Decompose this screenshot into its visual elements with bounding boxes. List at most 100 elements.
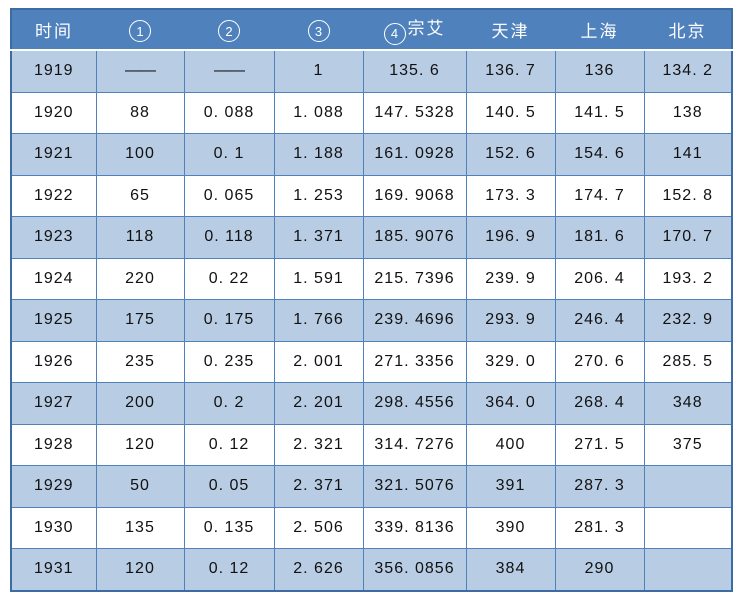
column-header: 时间 [11,9,96,51]
value-cell: 391 [465,465,556,508]
circled-number-icon: 1 [129,20,151,43]
value-cell: 375 [643,423,733,466]
table-row: 1926 235 0. 235 2. 001 271. 3356 329. 0 270. 6… [10,340,733,383]
value-cell: 348 [643,382,733,425]
value-cell: 173. 3 [465,174,556,217]
value-cell: 384 [465,548,556,591]
column-header: 2 [184,9,274,51]
table-header-row: 时间 1 2 3 4 宗艾 天津 上海 北京 [11,9,732,51]
year-cell: 1927 [10,382,97,425]
value-cell: 329. 0 [465,340,556,383]
value-cell: 136 [554,49,645,93]
value-cell: 1. 253 [273,174,364,217]
value-cell: 100 [95,133,185,176]
value-cell: 169. 9068 [362,174,467,217]
value-cell: 193. 2 [643,257,733,300]
circled-number-icon: 4 [383,22,406,45]
value-cell: 0. 065 [183,174,275,217]
value-cell: 1. 766 [273,299,364,342]
year-cell: 1922 [10,174,97,217]
value-cell: —— [183,49,275,93]
column-header-label: 天津 [491,22,530,41]
value-cell: 140. 5 [465,91,556,134]
year-cell: 1919 [10,49,97,93]
value-cell: 246. 4 [554,299,645,342]
value-cell: 174. 7 [554,174,645,217]
circled-number-icon: 3 [307,20,330,43]
year-cell: 1930 [10,506,97,549]
table-row: 1928 120 0. 12 2. 321 314. 7276 400 271. 5 375 [10,423,733,466]
value-cell: 65 [95,174,185,217]
value-cell: 2. 201 [273,382,364,425]
value-cell: 400 [465,423,556,466]
column-header-label: 时间 [35,22,73,41]
value-cell: 390 [465,506,556,549]
year-cell: 1920 [10,91,97,134]
year-cell: 1924 [10,257,97,300]
value-cell: 141 [643,133,733,176]
value-cell: 141. 5 [554,91,645,134]
value-cell: 138 [643,91,733,134]
value-cell: 287. 3 [554,465,645,508]
value-cell: 281. 3 [554,506,645,549]
value-cell: 88 [95,91,185,134]
value-cell: 1. 371 [273,216,364,259]
value-cell: 270. 6 [554,340,645,383]
value-cell: 321. 5076 [362,465,467,508]
value-cell: 135. 6 [362,49,467,93]
value-cell: 339. 8136 [362,506,467,549]
value-cell: —— [95,49,185,93]
value-cell: 0. 1 [183,133,275,176]
year-cell: 1931 [10,548,97,591]
document-table-container: 时间 1 2 3 4 宗艾 天津 上海 北京 1919 —— —— 1 135. 6 136. 7 136 1… [10,8,733,592]
year-cell: 1925 [10,299,97,342]
value-cell: 271. 5 [554,423,645,466]
value-cell: 120 [95,548,185,591]
year-cell: 1926 [10,340,97,383]
year-cell: 1923 [10,216,97,259]
column-header-label: 上海 [580,22,619,41]
value-cell [643,548,733,591]
value-cell: 0. 175 [183,299,275,342]
value-cell: 134. 2 [643,49,733,93]
column-header-label: 北京 [668,22,707,41]
value-cell: 232. 9 [643,299,733,342]
value-cell: 215. 7396 [362,257,467,300]
column-header-label: 宗艾 [407,19,446,39]
value-cell: 147. 5328 [362,91,467,134]
value-cell: 364. 0 [465,382,556,425]
value-cell: 181. 6 [554,216,645,259]
value-cell: 0. 05 [183,465,275,508]
value-cell: 185. 9076 [362,216,467,259]
value-cell: 239. 4696 [362,299,467,342]
column-header: 4 宗艾 [363,9,466,51]
value-cell: 356. 0856 [362,548,467,591]
table-row: 1931 120 0. 12 2. 626 356. 0856 384 290 [10,548,733,591]
year-cell: 1928 [10,423,97,466]
value-cell: 136. 7 [465,49,556,93]
value-cell [643,506,733,549]
value-cell: 152. 6 [465,133,556,176]
value-cell: 118 [95,216,185,259]
year-cell: 1929 [10,465,97,508]
value-cell: 285. 5 [643,340,733,383]
value-cell: 175 [95,299,185,342]
value-cell: 135 [95,506,185,549]
table-row: 1929 50 0. 05 2. 371 321. 5076 391 287. 3 [10,465,733,508]
value-cell: 161. 0928 [362,133,467,176]
data-table: 时间 1 2 3 4 宗艾 天津 上海 北京 1919 —— —— 1 135. 6 136. 7 136 1… [10,8,733,592]
value-cell: 0. 12 [183,423,275,466]
value-cell: 120 [95,423,185,466]
year-cell: 1921 [10,133,97,176]
table-row: 1923 118 0. 118 1. 371 185. 9076 196. 9 181. 6… [10,216,733,259]
table-row: 1930 135 0. 135 2. 506 339. 8136 390 281. 3 [10,506,733,549]
value-cell: 290 [554,548,645,591]
value-cell: 154. 6 [554,133,645,176]
value-cell: 2. 626 [273,548,364,591]
value-cell: 0. 088 [183,91,275,134]
value-cell: 2. 506 [273,506,364,549]
value-cell: 170. 7 [643,216,733,259]
